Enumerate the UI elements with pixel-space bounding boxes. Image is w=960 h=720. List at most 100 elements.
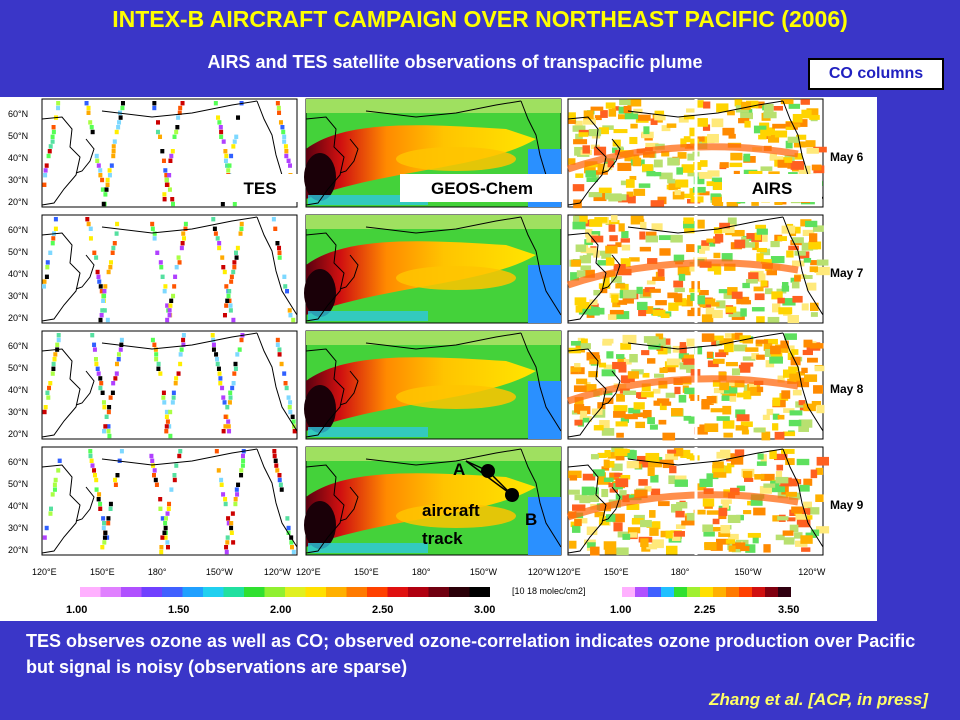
colorbar-right-swatch bbox=[713, 587, 726, 597]
panel-tes-row-4 bbox=[41, 446, 298, 556]
lat-tick-label: 50°N bbox=[8, 247, 28, 257]
lat-tick-label: 30°N bbox=[8, 175, 28, 185]
lon-tick-label: 120°E bbox=[296, 567, 321, 577]
track-point-b bbox=[505, 488, 519, 502]
colorbar-right-tick: 3.50 bbox=[778, 604, 799, 616]
lon-tick-label: 150°E bbox=[604, 567, 629, 577]
latitude-labels: 60°N 50°N 40°N 30°N 20°N 60°N 50°N 40°N 30°N 20°N… bbox=[8, 109, 28, 555]
track-point-a bbox=[481, 464, 495, 478]
lon-tick-label: 120°E bbox=[556, 567, 581, 577]
summary-text: TES observes ozone as well as CO; observ… bbox=[26, 631, 916, 677]
svg-text:TES: TES bbox=[243, 179, 276, 198]
lat-tick-label: 20°N bbox=[8, 197, 28, 207]
colorbar-left-swatch bbox=[264, 587, 285, 597]
colorbar-left-swatch bbox=[346, 587, 367, 597]
lon-tick-label: 150°W bbox=[206, 567, 234, 577]
panel-label-tes: TES bbox=[217, 174, 303, 202]
colorbar-unit: [10 18 molec/cm2] bbox=[512, 586, 586, 596]
citation: Zhang et al. [ACP, in press] bbox=[709, 690, 928, 709]
lat-tick-label: 40°N bbox=[8, 385, 28, 395]
colorbar-left-swatch bbox=[367, 587, 388, 597]
colorbar-left-swatch bbox=[182, 587, 203, 597]
colorbar-left-swatch bbox=[428, 587, 449, 597]
slide-subtitle: AIRS and TES satellite observations of t… bbox=[207, 52, 703, 72]
lat-tick-label: 60°N bbox=[8, 109, 28, 119]
lat-tick-label: 40°N bbox=[8, 269, 28, 279]
colorbar-left-swatch bbox=[141, 587, 162, 597]
lat-tick-label: 30°N bbox=[8, 523, 28, 533]
colorbar-right-swatch bbox=[778, 587, 791, 597]
svg-text:AIRS: AIRS bbox=[752, 179, 793, 198]
colorbar-left-swatch bbox=[326, 587, 347, 597]
panel-airs-row-2 bbox=[566, 214, 830, 324]
map-figure: 60°N 50°N 40°N 30°N 20°N 60°N 50°N 40°N 30°N 20°N… bbox=[0, 97, 877, 621]
date-label: May 7 bbox=[830, 266, 864, 280]
lat-tick-label: 20°N bbox=[8, 545, 28, 555]
lon-tick-label: 150°E bbox=[90, 567, 115, 577]
colorbar-right-swatch bbox=[674, 587, 687, 597]
lon-tick-label: 150°W bbox=[470, 567, 498, 577]
lat-tick-label: 40°N bbox=[8, 153, 28, 163]
colorbar-left-tick: 2.50 bbox=[372, 604, 393, 616]
colorbar-left-swatch bbox=[408, 587, 429, 597]
colorbar-right-swatch bbox=[726, 587, 739, 597]
colorbar-right-swatch bbox=[765, 587, 778, 597]
colorbar-left-swatch bbox=[100, 587, 121, 597]
lat-tick-label: 40°N bbox=[8, 501, 28, 511]
slide-title: INTEX-B AIRCRAFT CAMPAIGN OVER NORTHEAST… bbox=[112, 6, 848, 32]
track-label-line2: track bbox=[422, 529, 463, 548]
longitude-labels: 120°E 150°E 180° 150°W 120°W 120°E 150°E 180° 15… bbox=[32, 567, 826, 577]
panel-geos-row-2 bbox=[304, 214, 562, 324]
panel-geos-row-3 bbox=[304, 330, 562, 440]
lat-tick-label: 60°N bbox=[8, 341, 28, 351]
colorbar-right-swatch bbox=[648, 587, 661, 597]
colorbar-left: 1.00 1.50 2.00 2.50 3.00 bbox=[66, 587, 495, 616]
lon-tick-label: 150°E bbox=[354, 567, 379, 577]
colorbar-left-swatch bbox=[162, 587, 183, 597]
colorbar-left-swatch bbox=[223, 587, 244, 597]
svg-text:GEOS-Chem: GEOS-Chem bbox=[431, 179, 533, 198]
lat-tick-label: 60°N bbox=[8, 225, 28, 235]
lon-tick-label: 180° bbox=[412, 567, 431, 577]
lon-tick-label: 120°W bbox=[798, 567, 826, 577]
lat-tick-label: 30°N bbox=[8, 407, 28, 417]
colorbar-left-swatch bbox=[469, 587, 490, 597]
lon-tick-label: 120°E bbox=[32, 567, 57, 577]
track-label-a: A bbox=[453, 460, 465, 479]
colorbar-right-swatch bbox=[635, 587, 648, 597]
colorbar-left-swatch bbox=[305, 587, 326, 597]
colorbar-left-swatch bbox=[285, 587, 306, 597]
colorbar-right-swatch bbox=[700, 587, 713, 597]
colorbar-right: 1.00 2.25 3.50 bbox=[610, 587, 799, 616]
lat-tick-label: 60°N bbox=[8, 457, 28, 467]
lat-tick-label: 30°N bbox=[8, 291, 28, 301]
colorbar-left-tick: 1.00 bbox=[66, 604, 87, 616]
colorbar-left-swatch bbox=[244, 587, 265, 597]
panel-airs-row-4 bbox=[566, 446, 830, 556]
colorbar-right-swatch bbox=[661, 587, 674, 597]
colorbar-left-swatch bbox=[449, 587, 470, 597]
lon-tick-label: 120°W bbox=[264, 567, 292, 577]
co-columns-label: CO columns bbox=[808, 58, 944, 90]
colorbar-left-tick: 2.00 bbox=[270, 604, 291, 616]
panel-tes-row-3 bbox=[41, 330, 298, 440]
map-figure-svg: 60°N 50°N 40°N 30°N 20°N 60°N 50°N 40°N 30°N 20°N… bbox=[8, 98, 864, 616]
date-label: May 9 bbox=[830, 498, 864, 512]
colorbar-right-swatch bbox=[687, 587, 700, 597]
track-label-b: B bbox=[525, 510, 537, 529]
colorbar-left-tick: 1.50 bbox=[168, 604, 189, 616]
track-label-line1: aircraft bbox=[422, 501, 480, 520]
colorbar-right-swatch bbox=[622, 587, 635, 597]
panel-label-geos-chem: GEOS-Chem bbox=[400, 174, 564, 202]
colorbar-right-tick: 2.25 bbox=[694, 604, 715, 616]
lon-tick-label: 180° bbox=[671, 567, 690, 577]
colorbar-right-tick: 1.00 bbox=[610, 604, 631, 616]
colorbar-right-swatch bbox=[739, 587, 752, 597]
panel-airs-row-1 bbox=[566, 98, 827, 209]
panel-label-airs: AIRS bbox=[722, 174, 822, 202]
lon-tick-label: 150°W bbox=[735, 567, 763, 577]
colorbar-left-swatch bbox=[387, 587, 408, 597]
lat-tick-label: 50°N bbox=[8, 479, 28, 489]
lat-tick-label: 20°N bbox=[8, 313, 28, 323]
